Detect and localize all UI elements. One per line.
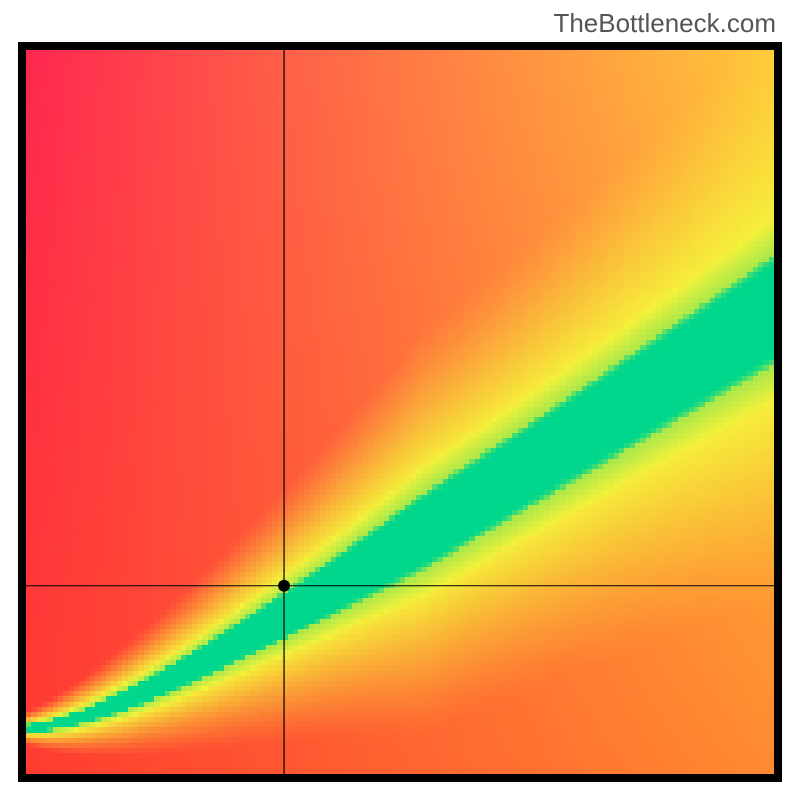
plot-frame <box>18 42 782 782</box>
chart-container: TheBottleneck.com <box>0 0 800 800</box>
watermark-text: TheBottleneck.com <box>553 8 776 39</box>
heatmap-canvas <box>18 42 782 782</box>
